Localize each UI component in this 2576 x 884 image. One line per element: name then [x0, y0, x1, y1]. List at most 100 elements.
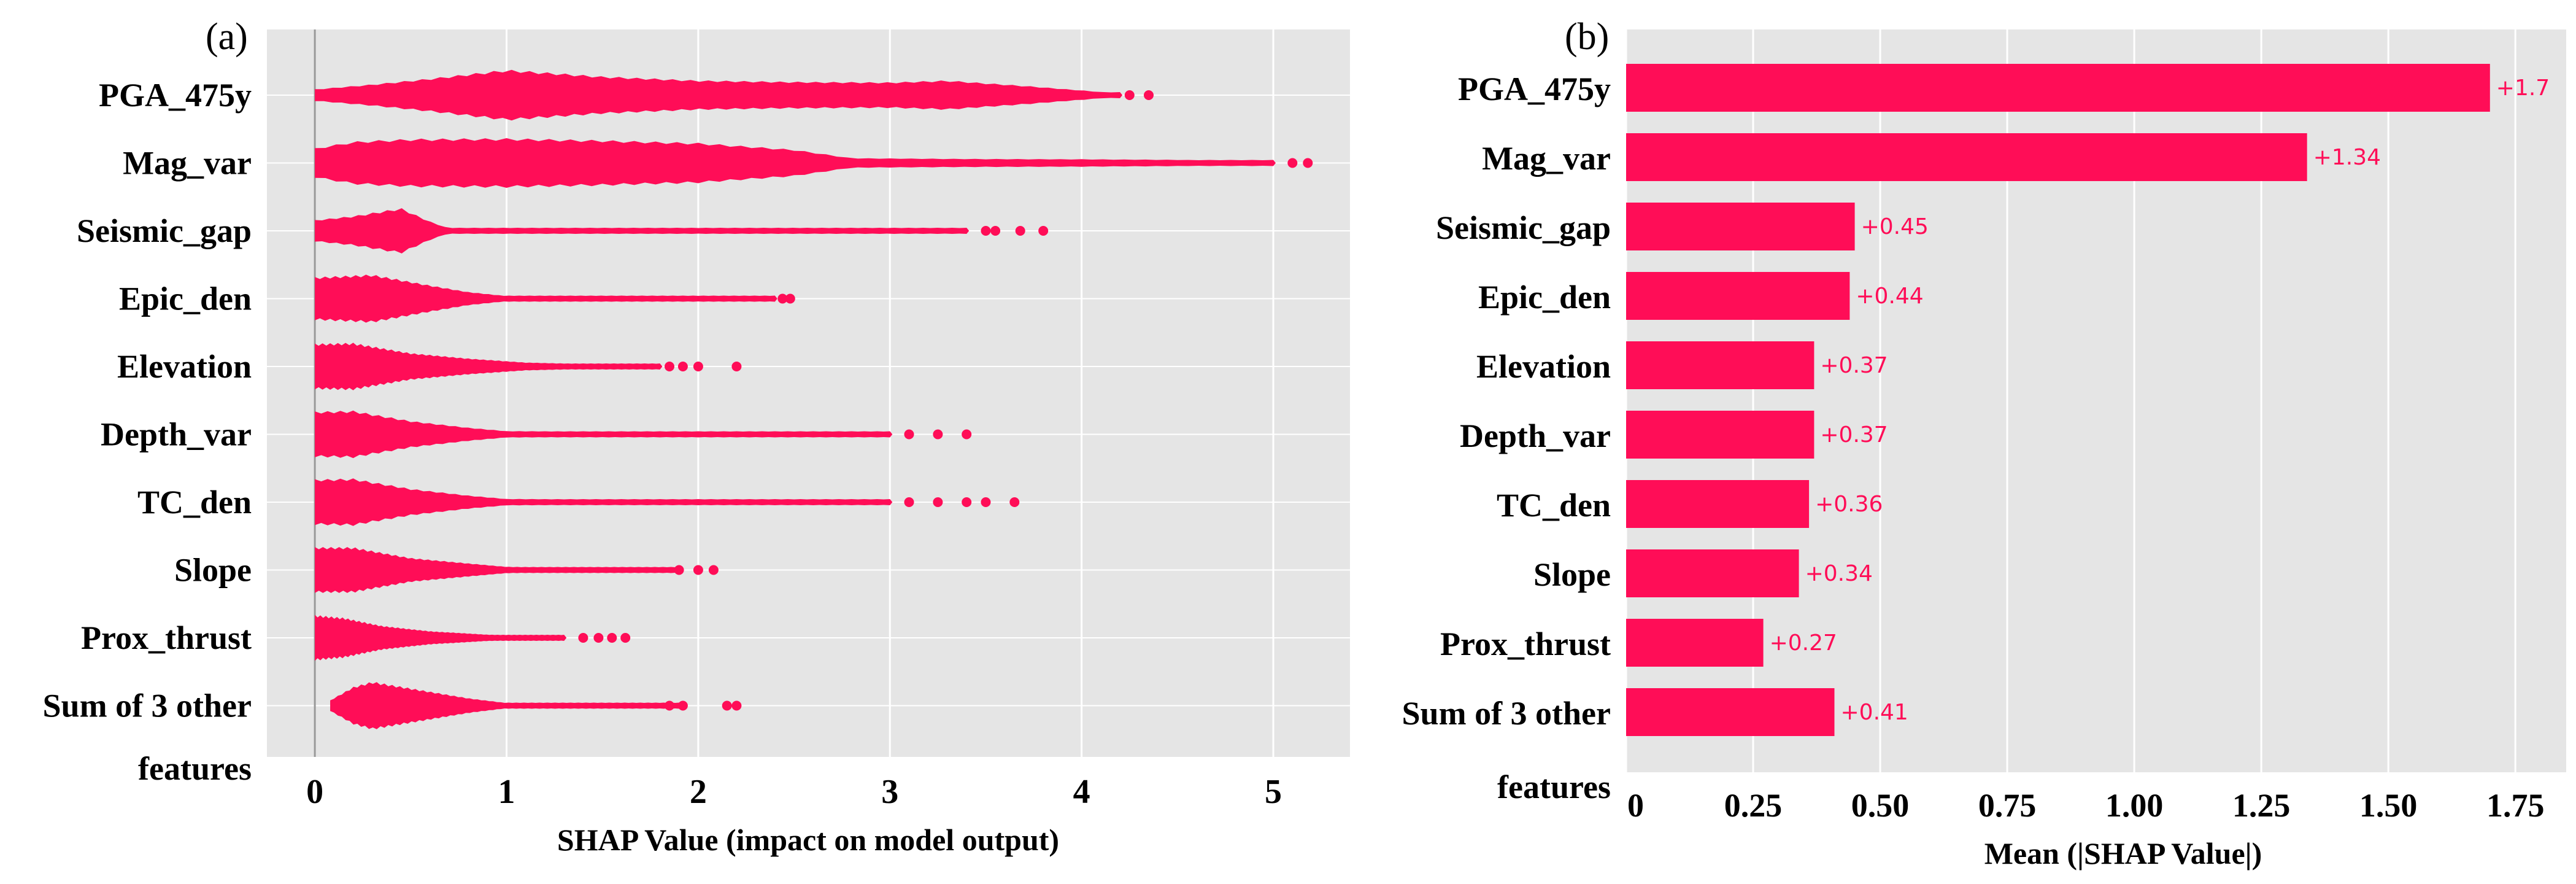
swarm-sum-of-3-other — [330, 682, 682, 729]
feature-label-depth-var: Depth_var — [101, 416, 252, 453]
swarm-depth-var — [315, 410, 893, 459]
bar-depth-var — [1626, 411, 1814, 459]
swarm-mag-var — [315, 138, 1276, 188]
x-tick-b-0-50: 0.50 — [1851, 787, 1910, 824]
feature-label-pga-475y: PGA_475y — [99, 77, 252, 114]
x-tick-b-1-75: 1.75 — [2486, 787, 2545, 824]
swarm-point-sum-of-3-other-1 — [677, 700, 688, 711]
category-label-depth-var: Depth_var — [1460, 417, 1611, 454]
feature-label-slope: Slope — [174, 552, 252, 589]
swarm-point-epic-den-1 — [785, 293, 795, 304]
x-tick-b-1-00: 1.00 — [2105, 787, 2164, 824]
panel-b-x-axis-title: Mean (|SHAP Value|) — [1984, 836, 2262, 870]
swarm-point-epic-den-0 — [777, 293, 788, 304]
bar-tc-den — [1626, 480, 1810, 528]
swarm-point-pga-475y-1 — [1144, 90, 1154, 100]
category-label-epic-den: Epic_den — [1478, 279, 1611, 316]
x-tick-b-0-25: 0.25 — [1724, 787, 1783, 824]
swarm-point-tc-den-0 — [904, 497, 914, 507]
x-tick-a-5: 5 — [1265, 773, 1282, 811]
value-label-slope: +0.34 — [1805, 561, 1873, 586]
category-label-elevation: Elevation — [1476, 348, 1611, 385]
swarm-point-elevation-1 — [677, 362, 688, 371]
swarm-point-mag-var-0 — [1287, 158, 1298, 168]
value-label-epic-den: +0.44 — [1856, 284, 1923, 309]
swarm-point-seismic-gap-0 — [981, 226, 991, 236]
x-tick-a-3: 3 — [881, 773, 898, 811]
swarm-prox-thrust — [315, 615, 567, 661]
panel-b-x-ticks: 0 0.25 0.50 0.75 1.00 1.25 1.50 1.75 — [1627, 787, 2544, 824]
value-label-depth-var: +0.37 — [1820, 422, 1888, 448]
panel-b-tag: (b) — [1565, 16, 1609, 58]
x-tick-b-1-25: 1.25 — [2232, 787, 2291, 824]
swarm-point-sum-of-3-other-3 — [731, 700, 742, 711]
value-label-tc-den: +0.36 — [1815, 492, 1883, 517]
x-tick-b-1-50: 1.50 — [2359, 787, 2418, 824]
category-label-tc-den: TC_den — [1497, 487, 1611, 524]
swarm-point-pga-475y-0 — [1124, 90, 1135, 100]
swarm-point-slope-0 — [674, 565, 684, 575]
x-tick-a-4: 4 — [1073, 773, 1090, 811]
panel-b-bar-chart: +1.7 +1.34 +0.45 +0.44 +0.37 +0.37 +0.36 +0.34 +… — [1402, 16, 2566, 870]
x-tick-b-0: 0 — [1627, 787, 1644, 824]
panel-a-plot-area — [267, 29, 1350, 757]
swarm-point-depth-var-2 — [962, 429, 972, 440]
swarm-point-elevation-3 — [731, 362, 742, 371]
bar-seismic-gap — [1626, 203, 1855, 250]
swarm-epic-den — [315, 274, 777, 323]
bar-sum-of-3-other — [1626, 688, 1835, 736]
swarm-point-tc-den-2 — [962, 497, 972, 507]
value-label-seismic-gap: +0.45 — [1861, 214, 1929, 239]
panel-a-swarm — [315, 69, 1313, 729]
swarm-pga-475y — [315, 69, 1123, 121]
panel-a-tag: (a) — [206, 16, 248, 58]
swarm-point-depth-var-1 — [933, 429, 943, 440]
bar-pga-475y — [1626, 64, 2490, 112]
feature-label-sum-of-3-other: Sum of 3 other — [43, 688, 252, 724]
swarm-seismic-gap — [315, 208, 970, 254]
bar-mag-var — [1626, 133, 2307, 181]
category-label-seismic-gap: Seismic_gap — [1436, 209, 1611, 246]
category-label-slope: Slope — [1533, 556, 1611, 593]
swarm-point-seismic-gap-1 — [990, 226, 1001, 236]
feature-label-prox-thrust: Prox_thrust — [81, 619, 252, 656]
feature-label-epic-den: Epic_den — [119, 281, 252, 317]
panel-b-value-labels: +1.7 +1.34 +0.45 +0.44 +0.37 +0.37 +0.36 +0.34 +… — [1770, 76, 2550, 725]
x-tick-a-2: 2 — [690, 773, 707, 811]
swarm-point-slope-1 — [693, 565, 703, 575]
swarm-point-elevation-2 — [693, 362, 703, 371]
x-tick-a-0: 0 — [306, 773, 323, 811]
panel-b-category-labels: PGA_475y Mag_var Seismic_gap Epic_den Elevat… — [1402, 71, 1611, 805]
panel-b-bars — [1626, 64, 2490, 736]
panel-a-x-axis-title: SHAP Value (impact on model output) — [557, 823, 1059, 857]
category-label-mag-var: Mag_var — [1482, 140, 1611, 177]
value-label-mag-var: +1.34 — [2313, 145, 2381, 170]
swarm-point-tc-den-4 — [1009, 497, 1020, 507]
swarm-point-prox-thrust-3 — [620, 633, 631, 643]
feature-label-tc-den: TC_den — [137, 484, 252, 521]
swarm-point-seismic-gap-2 — [1015, 226, 1025, 236]
swarm-point-sum-of-3-other-2 — [722, 700, 732, 711]
value-label-prox-thrust: +0.27 — [1770, 630, 1837, 656]
value-label-pga-475y: +1.7 — [2496, 76, 2550, 101]
swarm-point-slope-2 — [708, 565, 719, 575]
panel-a-beeswarm: PGA_475y Mag_var Seismic_gap Epic_den Elevat… — [43, 16, 1350, 857]
feature-label-elevation: Elevation — [117, 348, 252, 385]
swarm-point-tc-den-3 — [981, 497, 991, 507]
swarm-point-seismic-gap-3 — [1038, 226, 1049, 236]
category-label-sum-of-3-other: Sum of 3 other — [1402, 695, 1611, 732]
swarm-tc-den — [315, 478, 893, 526]
feature-label-suffix: features — [138, 750, 252, 787]
swarm-point-prox-thrust-2 — [607, 633, 617, 643]
swarm-point-sum-of-3-other-0 — [665, 700, 674, 711]
panel-a-feature-labels: PGA_475y Mag_var Seismic_gap Epic_den Elevat… — [43, 77, 252, 787]
category-label-pga-475y: PGA_475y — [1458, 71, 1611, 107]
swarm-point-tc-den-1 — [933, 497, 943, 507]
swarm-point-elevation-0 — [665, 362, 674, 371]
bar-slope — [1626, 549, 1799, 597]
bar-elevation — [1626, 341, 1814, 389]
value-label-sum-of-3-other: +0.41 — [1841, 700, 1908, 725]
bar-epic-den — [1626, 272, 1850, 320]
bar-prox-thrust — [1626, 619, 1764, 667]
